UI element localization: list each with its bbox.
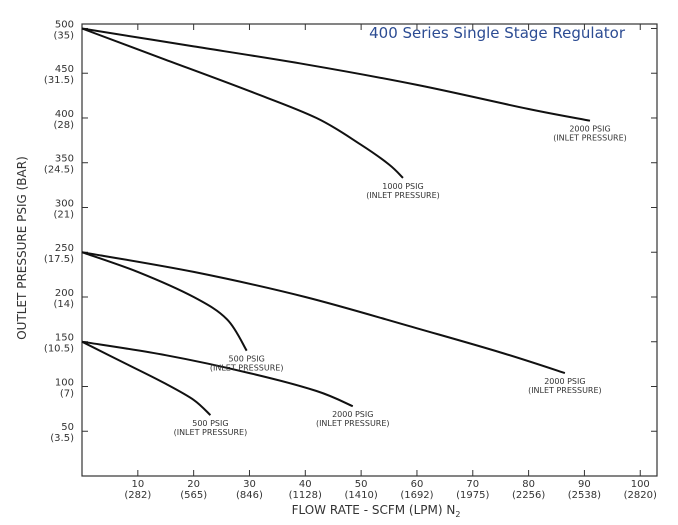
x-tick-label: 50 xyxy=(355,479,368,490)
series-label-1: (INLET PRESSURE) xyxy=(553,134,627,143)
y-tick-label: 400 xyxy=(55,109,74,120)
x-tick-label: 90 xyxy=(578,479,591,490)
y-tick-sublabel: (31.5) xyxy=(44,75,74,86)
y-tick-label: 200 xyxy=(55,288,74,299)
series-label-2: (INLET PRESSURE) xyxy=(366,191,440,200)
series-line-6 xyxy=(81,340,212,416)
y-tick-label: 350 xyxy=(55,154,74,165)
y-tick-sublabel: (28) xyxy=(53,120,74,131)
series-line-1 xyxy=(81,27,591,122)
y-tick-sublabel: (17.5) xyxy=(44,254,74,265)
y-tick-sublabel: (35) xyxy=(53,30,74,41)
series-label-6: (INLET PRESSURE) xyxy=(174,428,248,437)
series-label-4: (INLET PRESSURE) xyxy=(210,364,284,373)
x-tick-label: 40 xyxy=(299,479,312,490)
x-tick-label: 30 xyxy=(243,479,256,490)
x-tick-sublabel: (282) xyxy=(124,490,151,501)
y-tick-label: 250 xyxy=(55,243,74,254)
series-label-5: (INLET PRESSURE) xyxy=(316,419,390,428)
x-tick-sublabel: (2538) xyxy=(568,490,601,501)
y-tick-sublabel: (24.5) xyxy=(44,165,74,176)
x-tick-label: 10 xyxy=(131,479,144,490)
series-line-2 xyxy=(81,27,404,179)
y-tick-sublabel: (10.5) xyxy=(44,344,74,355)
y-tick-sublabel: (7) xyxy=(60,388,74,399)
chart-title: 400 Series Single Stage Regulator xyxy=(369,24,626,42)
series-label-5: 2000 PSIG xyxy=(332,410,373,419)
y-tick-label: 500 xyxy=(55,19,74,30)
series-label-3: 2000 PSIG xyxy=(544,377,585,386)
series-label-4: 500 PSIG xyxy=(229,355,265,364)
x-tick-label: 20 xyxy=(187,479,200,490)
series-label-3: (INLET PRESSURE) xyxy=(528,386,602,395)
y-tick-sublabel: (21) xyxy=(53,209,74,220)
series-label-6: 500 PSIG xyxy=(192,419,228,428)
y-tick-label: 100 xyxy=(55,377,74,388)
series-label-2: 1000 PSIG xyxy=(382,182,423,191)
x-tick-label: 60 xyxy=(411,479,424,490)
x-tick-sublabel: (1692) xyxy=(400,490,433,501)
x-axis-title: FLOW RATE - SCFM (LPM) N2 xyxy=(292,503,461,519)
y-tick-sublabel: (3.5) xyxy=(50,433,74,444)
x-tick-label: 80 xyxy=(522,479,535,490)
y-tick-label: 450 xyxy=(55,64,74,75)
y-tick-label: 150 xyxy=(55,333,74,344)
series-label-1: 2000 PSIG xyxy=(569,125,610,134)
x-tick-sublabel: (2256) xyxy=(512,490,545,501)
x-tick-label: 70 xyxy=(466,479,479,490)
x-tick-sublabel: (1410) xyxy=(344,490,377,501)
y-tick-sublabel: (14) xyxy=(53,299,74,310)
y-tick-label: 50 xyxy=(61,422,74,433)
series-line-4 xyxy=(81,251,248,352)
x-tick-sublabel: (1975) xyxy=(456,490,489,501)
x-tick-sublabel: (1128) xyxy=(289,490,322,501)
series-line-5 xyxy=(81,340,354,408)
series-line-3 xyxy=(81,251,566,375)
x-tick-label: 100 xyxy=(631,479,650,490)
y-axis-title: OUTLET PRESSURE PSIG (BAR) xyxy=(15,156,29,340)
x-tick-sublabel: (846) xyxy=(236,490,263,501)
y-tick-label: 300 xyxy=(55,198,74,209)
plot-frame xyxy=(81,23,658,477)
x-tick-sublabel: (2820) xyxy=(624,490,657,501)
x-tick-sublabel: (565) xyxy=(180,490,207,501)
